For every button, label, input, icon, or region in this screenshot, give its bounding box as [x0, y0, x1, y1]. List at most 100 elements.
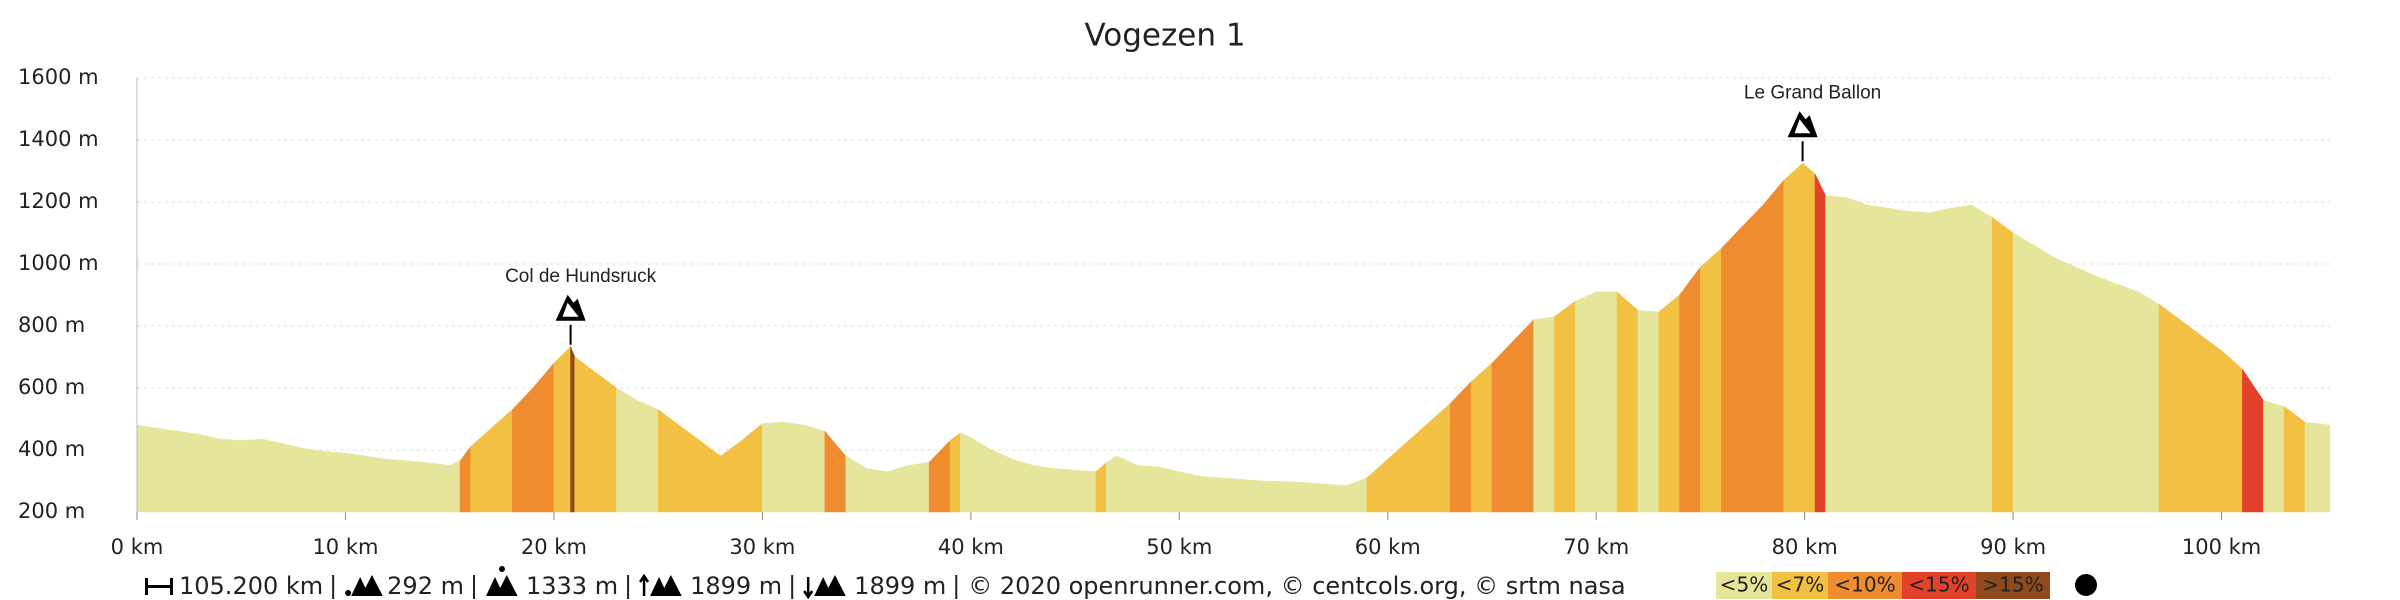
elevation-segment [532, 362, 555, 513]
elevation-segment [1470, 362, 1493, 513]
legend-swatch [1976, 572, 2050, 599]
elevation-segment [1700, 247, 1722, 513]
mountain [824, 575, 846, 596]
elevation-segment [1616, 291, 1639, 513]
x-tick-label: 80 km [1772, 535, 1838, 559]
elevation-segment [991, 449, 1013, 513]
elevation-segment [928, 439, 951, 513]
elevation-segment [1491, 340, 1514, 513]
elevation-segment [1324, 483, 1347, 513]
stat-icon [485, 566, 518, 596]
elevation-segment [136, 424, 159, 513]
elevation-segment [1814, 173, 1826, 513]
elevation-segment [1262, 480, 1284, 513]
dist [145, 585, 173, 588]
dist-l [145, 578, 148, 595]
elevation-segment [1429, 402, 1451, 513]
x-tick-label: 100 km [2182, 535, 2261, 559]
legend-swatch [1828, 572, 1902, 599]
x-tick-label: 10 km [312, 535, 378, 559]
elevation-segment [1053, 468, 1076, 513]
elevation-segment [1106, 455, 1118, 513]
y-tick-label: 200 m [18, 499, 85, 523]
elevation-segment [2075, 266, 2097, 513]
elevation-segment [1971, 204, 1993, 513]
mountain [361, 575, 383, 596]
elevation-segment [2283, 406, 2306, 513]
x-tick-label: 40 km [938, 535, 1004, 559]
elevation-segment [595, 371, 617, 513]
elevation-segment [720, 440, 742, 513]
legend-swatch [1902, 572, 1976, 599]
elevation-segment [1137, 465, 1159, 513]
x-tick-label: 0 km [111, 535, 164, 559]
stat-value: 1899 m [690, 572, 782, 600]
elevation-segment [1449, 381, 1472, 513]
elevation-segment [1595, 291, 1618, 513]
x-tick-label: 20 km [521, 535, 587, 559]
elevation-segment [1575, 291, 1597, 513]
elevation-segment [1679, 266, 1701, 513]
elevation-segment [1345, 477, 1368, 513]
credits: © 2020 openrunner.com, © centcols.org, ©… [968, 572, 1625, 600]
elevation-segment [574, 356, 596, 513]
x-tick-label: 90 km [1980, 535, 2046, 559]
elevation-segment [970, 437, 992, 513]
elevation-segment [324, 451, 346, 513]
elevation-segment [616, 387, 638, 513]
elevation-segment [2179, 319, 2202, 513]
elevation-segment [157, 427, 179, 513]
elevation-segment [657, 409, 680, 513]
elevation-segment [1637, 310, 1660, 513]
elevation-segment [908, 462, 930, 513]
elevation-segment [1554, 300, 1576, 513]
elevation-segment [407, 460, 430, 513]
elevation-segment [1387, 440, 1409, 513]
elevation-segment [1158, 466, 1180, 513]
elevation-segment [2096, 275, 2118, 513]
elevation-segment [1199, 476, 1222, 513]
mountain [660, 575, 682, 596]
elevation-segment [366, 455, 388, 513]
legend-label: <15% [1908, 573, 1969, 597]
legend-swatch [1716, 572, 1772, 599]
legend-label: <5% [1720, 573, 1769, 597]
elevation-segment [1802, 162, 1816, 513]
elevation-segment [261, 438, 284, 513]
elevation-segment [1179, 471, 1201, 513]
stat-icon [803, 575, 846, 600]
elevation-segment [637, 399, 659, 513]
elevation-segment [386, 458, 409, 513]
elevation-segment [2242, 368, 2264, 513]
elevation-segment [240, 438, 263, 513]
elevation-segment [220, 438, 242, 513]
stat-icon [145, 578, 173, 595]
elevation-segment [282, 443, 305, 513]
elevation-segment [1658, 294, 1680, 513]
elevation-segment [803, 424, 826, 513]
stat-icon [345, 575, 383, 596]
elevation-segment [459, 445, 471, 513]
elevation-segment [2262, 399, 2285, 513]
dist-r [170, 578, 173, 595]
y-tick-label: 1400 m [18, 127, 99, 151]
elevation-segment [1533, 316, 1555, 513]
annotation-label: Le Grand Ballon [1744, 82, 1881, 103]
arrow [639, 573, 650, 596]
elevation-segment [570, 346, 576, 513]
elevation-segment [428, 462, 450, 513]
elevation-segment [2304, 421, 2331, 513]
mountain [495, 575, 518, 596]
chart-title: Vogezen 1 [1084, 18, 1245, 54]
legend-label: <7% [1776, 573, 1825, 597]
stat-value: 1899 m [854, 572, 946, 600]
mountain-icon [1787, 111, 1818, 138]
elevation-segment [1887, 207, 1910, 513]
y-tick-label: 600 m [18, 375, 85, 399]
elevation-segment [1241, 479, 1263, 513]
elevation-segment [449, 460, 461, 513]
elevation-segment [1366, 458, 1389, 513]
elevation-segment [699, 440, 721, 513]
annotation-label: Col de Hundsruck [505, 266, 657, 287]
elevation-segment [2158, 303, 2181, 513]
